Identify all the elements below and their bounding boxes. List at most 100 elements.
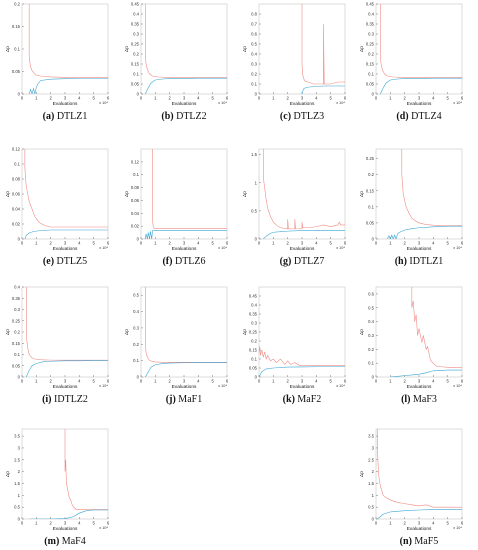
plot-frame xyxy=(21,148,109,240)
x-tick-label: 6 xyxy=(344,96,347,101)
x-tick-label: 4 xyxy=(197,96,200,101)
caption-e: (e) DTLZ5 xyxy=(10,256,120,267)
y-tick-label: 0.15 xyxy=(12,341,21,346)
y-tick-label: 0.04 xyxy=(131,211,140,216)
x-tick-label: 3 xyxy=(64,521,67,526)
y-tick-label: 0.2 xyxy=(251,72,257,77)
chart-a: 0 0.05 0.1 0.15 0.2 0 1 2 3 4 5 6 Evaluations x 10⁴ Δp xyxy=(5,2,110,108)
series-line-red xyxy=(25,287,108,361)
y-axis-label: Δp xyxy=(242,46,248,52)
x-tick-label: 5 xyxy=(211,241,214,246)
y-tick-label: 2 xyxy=(18,469,21,474)
x-tick-label: 4 xyxy=(78,521,81,526)
y-tick-label: 0.7 xyxy=(251,22,257,27)
series-line-red xyxy=(145,287,227,363)
x-tick-label: 2 xyxy=(286,379,289,384)
x-axis-label: Evaluations xyxy=(407,526,432,532)
x-tick-label: 1 xyxy=(389,521,392,526)
y-tick-label: 0 xyxy=(137,375,140,380)
y-tick-label: 0.35 xyxy=(366,22,375,27)
x-tick-label: 2 xyxy=(286,241,289,246)
series-line-red xyxy=(259,346,345,366)
x-exponent-label: x 10⁴ xyxy=(218,246,227,250)
y-tick-label: 0.3 xyxy=(251,62,257,67)
y-axis-label: Δp xyxy=(5,329,11,335)
y-tick-label: 0.25 xyxy=(249,330,258,335)
y-tick-label: 0.25 xyxy=(131,42,140,47)
y-tick-label: 0.2 xyxy=(133,52,139,57)
series-line-red xyxy=(64,429,108,510)
y-tick-label: 0.3 xyxy=(251,321,257,326)
plot-frame xyxy=(21,286,109,378)
x-tick-label: 3 xyxy=(64,96,67,101)
x-tick-label: 2 xyxy=(49,96,52,101)
y-axis-label: Δp xyxy=(124,191,130,197)
y-tick-label: 0.6 xyxy=(251,32,257,37)
y-tick-label: 0 xyxy=(255,375,258,380)
x-tick-label: 3 xyxy=(301,96,304,101)
x-tick-label: 5 xyxy=(329,241,332,246)
plot-frame xyxy=(21,3,109,95)
y-tick-label: 0.5 xyxy=(368,505,374,510)
x-tick-label: 2 xyxy=(49,521,52,526)
caption-i: (i) IDTLZ2 xyxy=(10,394,120,405)
caption-name: DTLZ2 xyxy=(173,111,207,122)
x-tick-label: 5 xyxy=(92,241,95,246)
y-tick-label: 0.3 xyxy=(368,32,374,37)
x-tick-label: 2 xyxy=(403,379,406,384)
series-line-red xyxy=(379,4,462,78)
x-tick-label: 2 xyxy=(49,379,52,384)
x-exponent-label: x 10⁴ xyxy=(336,101,345,105)
y-tick-label: 1 xyxy=(255,180,258,185)
x-exponent-label: x 10⁴ xyxy=(99,101,108,105)
y-tick-label: 0.12 xyxy=(131,159,140,164)
x-tick-label: 1 xyxy=(35,96,38,101)
y-tick-label: 0.2 xyxy=(368,52,374,57)
y-tick-label: 0.4 xyxy=(133,12,139,17)
y-tick-label: 0.05 xyxy=(12,69,21,74)
y-tick-label: 0 xyxy=(255,92,258,97)
y-tick-label: 3.5 xyxy=(368,434,374,439)
y-tick-label: 1.5 xyxy=(251,152,257,157)
y-axis-label: Δp xyxy=(5,46,11,52)
y-tick-label: 0.25 xyxy=(12,318,21,323)
y-axis-label: Δp xyxy=(359,191,365,197)
y-tick-label: 0 xyxy=(137,237,140,242)
x-tick-label: 3 xyxy=(301,241,304,246)
y-tick-label: 0.02 xyxy=(131,224,140,229)
x-tick-label: 5 xyxy=(446,241,449,246)
series-line-blue xyxy=(28,77,108,94)
x-exponent-label: x 10⁴ xyxy=(99,246,108,250)
x-axis-label: Evaluations xyxy=(407,246,432,252)
x-tick-label: 4 xyxy=(315,241,318,246)
caption-letter: (n) xyxy=(399,536,412,547)
y-tick-label: 0 xyxy=(255,237,258,242)
y-tick-label: 0.15 xyxy=(366,62,375,67)
x-exponent-label: x 10⁴ xyxy=(336,384,345,388)
x-tick-label: 1 xyxy=(389,241,392,246)
y-tick-label: 0.08 xyxy=(131,185,140,190)
x-tick-label: 4 xyxy=(78,241,81,246)
y-tick-label: 3.5 xyxy=(14,434,20,439)
chart-f: 0 0.02 0.04 0.06 0.08 0.1 0.12 0 1 2 3 4 5 6 Evaluatio… xyxy=(124,148,229,252)
y-tick-label: 0.35 xyxy=(12,296,21,301)
y-tick-label: 0.1 xyxy=(133,172,139,177)
caption-letter: (d) xyxy=(396,111,409,122)
x-axis-label: Evaluations xyxy=(407,384,432,390)
x-tick-label: 5 xyxy=(92,521,95,526)
x-tick-label: 3 xyxy=(301,379,304,384)
y-tick-label: 0.45 xyxy=(131,2,140,7)
caption-letter: (b) xyxy=(161,111,174,122)
y-tick-label: 0.02 xyxy=(12,222,21,227)
y-tick-label: 0.5 xyxy=(251,208,257,213)
chart-b: 0 0.05 0.1 0.15 0.2 0.25 0.3 0.35 0.4 0.45 0 1 2 3 4 5 6… xyxy=(124,2,229,108)
x-tick-label: 0 xyxy=(21,96,24,101)
series-line-blue xyxy=(387,225,462,239)
x-tick-label: 2 xyxy=(168,241,171,246)
y-tick-label: 0.15 xyxy=(12,24,21,29)
x-tick-label: 4 xyxy=(432,241,435,246)
caption-letter: (h) xyxy=(394,256,407,267)
x-tick-label: 0 xyxy=(375,379,378,384)
series-line-red xyxy=(301,4,345,85)
